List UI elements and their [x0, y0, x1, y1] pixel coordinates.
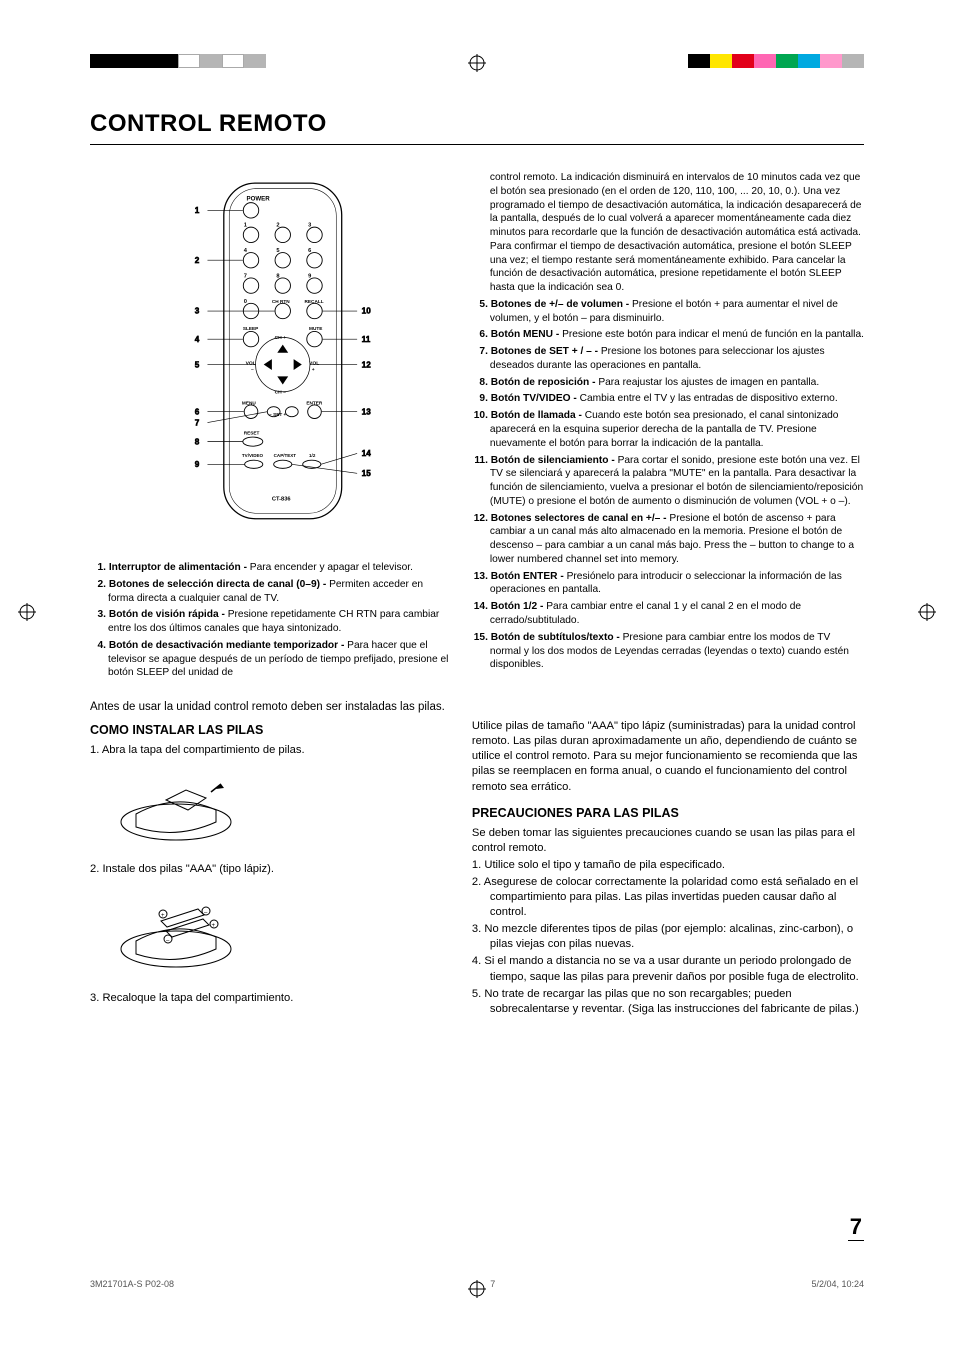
main-columns: POWER 123 456 789 0 CH R — [90, 165, 864, 683]
svg-text:+: + — [212, 923, 216, 929]
page-number: 7 — [848, 1214, 864, 1241]
svg-text:CAP/TEXT: CAP/TEXT — [274, 453, 297, 458]
crosshair-icon — [468, 54, 486, 77]
precaution-item: 2. Asegurese de colocar correctamente la… — [472, 875, 864, 920]
svg-text:–: – — [251, 367, 254, 373]
svg-text:6: 6 — [195, 407, 200, 416]
button-desc: 13. Botón ENTER - Presiónelo para introd… — [472, 570, 864, 598]
svg-text:POWER: POWER — [246, 195, 270, 202]
button-desc: 7. Botones de SET + / – - Presione los b… — [472, 345, 864, 373]
precaution-item: 4. Si el mando a distancia no se va a us… — [472, 954, 864, 984]
crosshair-icon — [918, 603, 936, 626]
battery-insert-diagram: + – + – — [106, 891, 256, 976]
svg-text:MUTE: MUTE — [309, 326, 322, 331]
page: CONTROL REMOTO POWER 123 456 789 0 — [0, 0, 954, 1351]
svg-text:1: 1 — [195, 206, 200, 215]
svg-text:SLEEP: SLEEP — [243, 326, 258, 331]
button-desc: 14. Botón 1/2 - Para cambiar entre el ca… — [472, 600, 864, 628]
svg-text:14: 14 — [362, 449, 372, 458]
install-right-intro: Utilice pilas de tamaño "AAA" tipo lápiz… — [472, 719, 864, 795]
page-title: CONTROL REMOTO — [90, 110, 864, 138]
button-desc: 15. Botón de subtítulos/texto - Presione… — [472, 631, 864, 672]
install-step-1: 1. Abra la tapa del compartimiento de pi… — [90, 743, 452, 758]
button-desc: 1. Interruptor de alimentación - Para en… — [90, 561, 452, 575]
svg-text:15: 15 — [362, 469, 372, 478]
svg-text:0: 0 — [244, 299, 247, 305]
svg-text:CH RTN: CH RTN — [272, 299, 290, 304]
svg-text:CH –: CH – — [275, 390, 287, 396]
svg-text:CT-836: CT-836 — [272, 497, 291, 503]
svg-text:12: 12 — [362, 360, 372, 369]
footer: 3M21701A-S P02-08 7 5/2/04, 10:24 — [90, 1279, 864, 1289]
button-list-right: control remoto. La indicación disminuirá… — [472, 171, 864, 672]
svg-text:11: 11 — [362, 335, 371, 344]
battery-cover-diagram — [106, 772, 256, 847]
svg-text:4: 4 — [195, 335, 200, 344]
remote-diagram: POWER 123 456 789 0 CH R — [90, 165, 452, 555]
install-step-3: 3. Recaloque la tapa del compartimiento. — [90, 991, 452, 1006]
registration-marks-left — [90, 54, 266, 68]
svg-text:VOL: VOL — [309, 361, 319, 367]
install-intro: Antes de usar la unidad control remoto d… — [90, 701, 864, 713]
svg-text:5: 5 — [195, 360, 200, 369]
precautions-heading: PRECAUCIONES PARA LAS PILAS — [472, 805, 864, 822]
svg-text:8: 8 — [195, 437, 200, 446]
button-desc: 2. Botones de selección directa de canal… — [90, 578, 452, 606]
svg-text:3: 3 — [195, 307, 200, 316]
footer-date: 5/2/04, 10:24 — [811, 1279, 864, 1289]
precaution-item: 5. No trate de recargar las pilas que no… — [472, 987, 864, 1017]
footer-page: 7 — [490, 1279, 495, 1289]
svg-text:13: 13 — [362, 407, 372, 416]
svg-text:7: 7 — [195, 418, 200, 427]
registration-marks-right — [688, 54, 864, 68]
button-desc: 8. Botón de reposición - Para reajustar … — [472, 376, 864, 390]
svg-text:RECALL: RECALL — [305, 299, 324, 304]
svg-text:CH +: CH + — [275, 335, 287, 341]
button-desc: 12. Botones selectores de canal en +/– -… — [472, 512, 864, 567]
svg-text:1/2: 1/2 — [309, 453, 316, 458]
svg-text:2: 2 — [195, 256, 200, 265]
install-step-2: 2. Instale dos pilas "AAA" (tipo lápiz). — [90, 862, 452, 877]
button-list-left: 1. Interruptor de alimentación - Para en… — [90, 561, 452, 680]
svg-text:+: + — [312, 367, 315, 373]
svg-text:10: 10 — [362, 307, 372, 316]
button-desc: 11. Botón de silenciamiento - Para corta… — [472, 454, 864, 509]
svg-text:TV/VIDEO: TV/VIDEO — [242, 453, 264, 458]
button-desc: 4. Botón de desactivación mediante tempo… — [90, 639, 452, 680]
precautions-intro: Se deben tomar las siguientes precaucion… — [472, 826, 864, 856]
svg-text:7: 7 — [244, 273, 247, 279]
crosshair-icon — [18, 603, 36, 626]
button-desc: 3. Botón de visión rápida - Presione rep… — [90, 608, 452, 636]
precautions-list: 1. Utilice solo el tipo y tamaño de pila… — [472, 858, 864, 1017]
button-desc: 6. Botón MENU - Presione este botón para… — [472, 328, 864, 342]
precaution-item: 3. No mezcle diferentes tipos de pilas (… — [472, 922, 864, 952]
footer-doc-id: 3M21701A-S P02-08 — [90, 1279, 174, 1289]
button-desc: 10. Botón de llamada - Cuando este botón… — [472, 409, 864, 450]
svg-text:VOL: VOL — [246, 361, 256, 367]
svg-text:9: 9 — [195, 460, 200, 469]
precaution-item: 1. Utilice solo el tipo y tamaño de pila… — [472, 858, 864, 873]
title-bar: CONTROL REMOTO — [90, 110, 864, 145]
svg-text:RESET: RESET — [244, 430, 260, 435]
button-desc: 9. Botón TV/VIDEO - Cambia entre el TV y… — [472, 392, 864, 406]
svg-text:+: + — [161, 913, 165, 919]
install-columns: COMO INSTALAR LAS PILAS 1. Abra la tapa … — [90, 719, 864, 1019]
install-heading: COMO INSTALAR LAS PILAS — [90, 722, 452, 739]
button-desc: control remoto. La indicación disminuirá… — [472, 171, 864, 295]
button-desc: 5. Botones de +/– de volumen - Presione … — [472, 298, 864, 326]
